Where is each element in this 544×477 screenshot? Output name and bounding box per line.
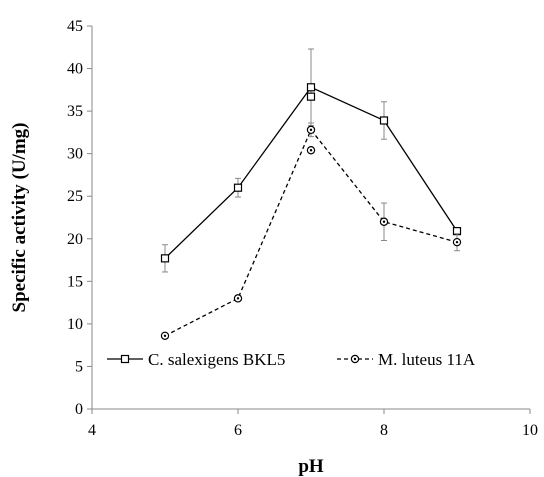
- data-point-center: [163, 334, 167, 338]
- legend-item-1: M. luteus 11A: [337, 350, 476, 369]
- legend-label: C. salexigens BKL5: [148, 350, 285, 369]
- x-tick-label: 4: [88, 422, 96, 439]
- y-tick-label: 25: [67, 188, 83, 205]
- y-tick-label: 35: [67, 103, 83, 120]
- series-0: [160, 48, 462, 273]
- x-tick-label: 6: [234, 422, 242, 439]
- data-point-center: [309, 128, 313, 132]
- data-point-center: [455, 240, 459, 244]
- data-point: [160, 254, 170, 263]
- y-tick-label: 20: [67, 231, 83, 248]
- data-point-center: [382, 220, 386, 223]
- x-tick-label: 10: [522, 422, 538, 439]
- y-tick-label: 10: [67, 316, 83, 333]
- y-axis-title: Specific activity (U/mg): [9, 123, 30, 313]
- x-axis-title: pH: [298, 456, 324, 477]
- y-tick-label: 5: [75, 358, 83, 375]
- y-tick-label: 40: [67, 61, 83, 78]
- ticks: 0 5 10 15 20 25 30 35 40 45 4 6 8 10: [67, 18, 538, 439]
- x-tick-label: 8: [380, 422, 388, 439]
- data-point-center: [236, 297, 240, 300]
- y-tick-label: 0: [75, 401, 83, 418]
- y-tick-label: 45: [67, 18, 83, 35]
- legend-label: M. luteus 11A: [378, 350, 476, 369]
- legend: C. salexigens BKL5 M. luteus 11A: [107, 350, 476, 369]
- series-1: [160, 122, 462, 341]
- data-point: [233, 183, 243, 192]
- data-point: [379, 116, 389, 125]
- data-point: [306, 83, 316, 92]
- legend-swatch-marker: [120, 354, 130, 364]
- legend-item-0: C. salexigens BKL5: [107, 350, 285, 369]
- y-tick-label: 15: [67, 273, 83, 290]
- data-point-center: [309, 149, 313, 152]
- legend-swatch-marker-center: [353, 357, 357, 361]
- y-tick-label: 30: [67, 146, 83, 163]
- axes: [91, 26, 530, 410]
- series-line: [164, 128, 458, 337]
- data-point: [306, 92, 316, 101]
- series-layer: [160, 48, 462, 341]
